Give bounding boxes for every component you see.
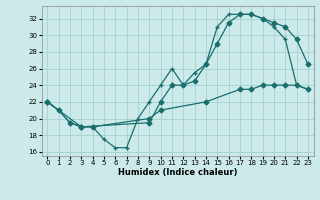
X-axis label: Humidex (Indice chaleur): Humidex (Indice chaleur)	[118, 168, 237, 177]
